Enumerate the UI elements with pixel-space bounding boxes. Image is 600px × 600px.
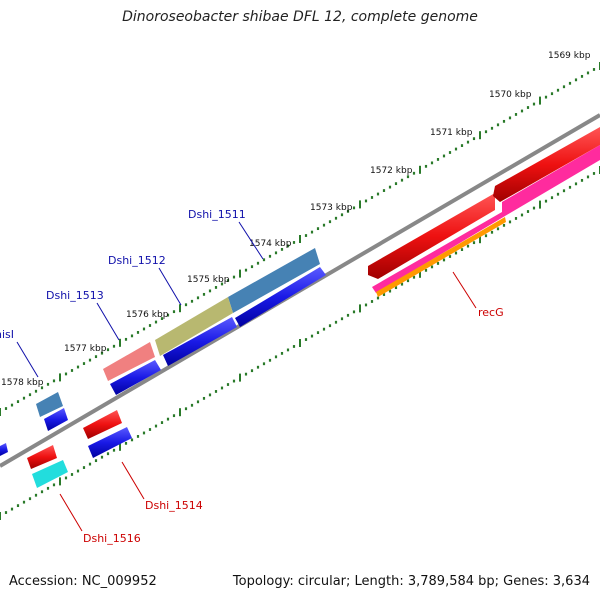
feature-orange-band <box>376 217 506 297</box>
scale-label-1571: 1571 kbp <box>430 128 473 138</box>
feature-dshi-1511 <box>228 248 320 313</box>
cds-blue-2 <box>163 317 237 366</box>
leader-dshi-1516 <box>59 493 83 532</box>
cds-blue-3 <box>110 360 161 395</box>
label-dshi-1513: Dshi_1513 <box>46 289 104 302</box>
map-title: Dinoroseobacter shibae DFL 12, complete … <box>122 9 478 25</box>
feature-red-band-upper <box>368 193 495 279</box>
cds-blue-4 <box>44 408 68 431</box>
leader-dshi-1514 <box>121 461 145 500</box>
outer-scale-ring <box>0 62 600 416</box>
label-dshi-1516: Dshi_1516 <box>83 532 141 545</box>
feature-hisi <box>36 392 63 417</box>
accession-text: Accession: NC_009952 <box>9 574 157 589</box>
scale-label-1578: 1578 kbp <box>1 378 44 388</box>
cds-red-1516 <box>27 445 57 469</box>
cds-blue-1514 <box>88 427 132 458</box>
scale-label-1575: 1575 kbp <box>187 275 230 285</box>
scale-label-1573: 1573 kbp <box>310 203 353 213</box>
genome-stats-text: Topology: circular; Length: 3,789,584 bp… <box>232 574 590 589</box>
cds-cyan-1516 <box>32 460 68 488</box>
label-hisi: hisI <box>0 328 14 341</box>
leader-dshi-1512 <box>158 267 182 306</box>
feature-dshi-1512 <box>155 297 233 356</box>
scale-label-1570: 1570 kbp <box>489 90 532 100</box>
feature-red-band-right <box>493 127 600 202</box>
leader-dshi-1511 <box>238 221 264 260</box>
label-dshi-1514: Dshi_1514 <box>145 499 203 512</box>
label-dshi-1512: Dshi_1512 <box>108 254 166 267</box>
cds-blue-1 <box>235 267 326 327</box>
scale-label-1576: 1576 kbp <box>126 310 169 320</box>
label-dshi-1511: Dshi_1511 <box>188 208 246 221</box>
scale-label-1572: 1572 kbp <box>370 166 413 176</box>
leader-recg <box>452 271 477 309</box>
feature-magenta-band <box>372 145 600 293</box>
leader-hisi <box>16 341 39 378</box>
cds-red-1514 <box>83 410 122 439</box>
scale-label-1569: 1569 kbp <box>548 51 591 61</box>
scale-label-1577: 1577 kbp <box>64 344 107 354</box>
cds-blue-edge <box>0 443 8 456</box>
leader-dshi-1513 <box>96 302 120 341</box>
scale-label-1574: 1574 kbp <box>249 239 292 249</box>
feature-dshi-1513 <box>103 342 155 381</box>
label-recg: recG <box>478 306 504 319</box>
inner-scale-ring <box>0 166 600 520</box>
